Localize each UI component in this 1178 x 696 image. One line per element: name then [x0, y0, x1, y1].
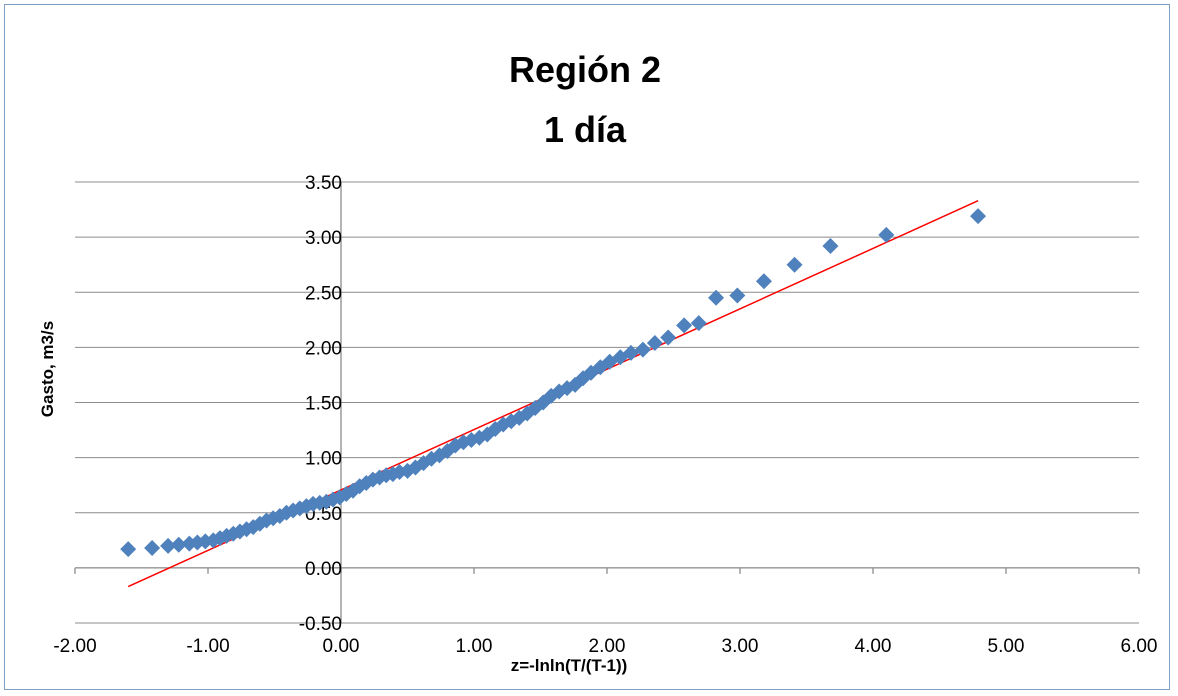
x-tick-label: 0.00 [323, 636, 360, 657]
data-point [160, 537, 177, 554]
data-point [660, 329, 677, 346]
chart-area: Región 2 1 día -0.50 0.00 0.50 1.00 1.50 2.00… [4, 4, 1170, 690]
y-axis-title: Gasto, m3/s [38, 321, 57, 417]
chart-title-line-2: 1 día [544, 109, 627, 150]
data-point [622, 344, 639, 361]
y-tick-label: 3.50 [305, 173, 342, 194]
data-point [708, 289, 725, 306]
chart-title-line-1: Región 2 [509, 49, 661, 90]
chart-svg: Región 2 1 día -0.500.000.501.001.502.00… [38, 49, 1157, 675]
data-point [634, 341, 651, 358]
data-point [120, 541, 137, 558]
data-point [170, 536, 187, 553]
data-point [646, 334, 663, 351]
y-tick-label: -0.50 [299, 614, 342, 635]
y-tick-label: 1.50 [305, 394, 342, 415]
data-point [676, 317, 693, 334]
y-tick-label: 2.50 [305, 283, 342, 304]
x-tick-label: 1.00 [456, 636, 493, 657]
y-tick-labels: -0.500.000.501.001.502.002.503.003.50 [299, 173, 342, 635]
x-tick-labels: -2.00 -1.00 0.00 1.00 2.00 3.00 4.00 5.00 6.00 [53, 636, 1157, 657]
data-point [755, 273, 772, 290]
axes [74, 181, 1140, 624]
data-point [144, 540, 161, 557]
x-tick-label: 3.00 [722, 636, 759, 657]
data-point [690, 315, 707, 332]
data-point [786, 256, 803, 273]
gridlines [75, 181, 1139, 624]
data-point [878, 226, 895, 243]
x-tick-label: 4.00 [855, 636, 892, 657]
data-point [729, 287, 746, 304]
y-tick-label: 3.00 [305, 228, 342, 249]
x-tick-label: 2.00 [589, 636, 626, 657]
x-tick-label: 5.00 [988, 636, 1025, 657]
x-axis-title: z=-lnln(T/(T-1)) [511, 656, 628, 675]
y-tick-label: 0.00 [305, 559, 342, 580]
y-tick-label: 1.00 [305, 449, 342, 470]
x-tick-label: -2.00 [53, 636, 96, 657]
data-point [822, 237, 839, 254]
x-tick-label: 6.00 [1121, 636, 1158, 657]
x-tick-label: -1.00 [186, 636, 229, 657]
data-points [120, 208, 987, 558]
data-point [970, 208, 987, 225]
y-tick-label: 2.00 [305, 338, 342, 359]
